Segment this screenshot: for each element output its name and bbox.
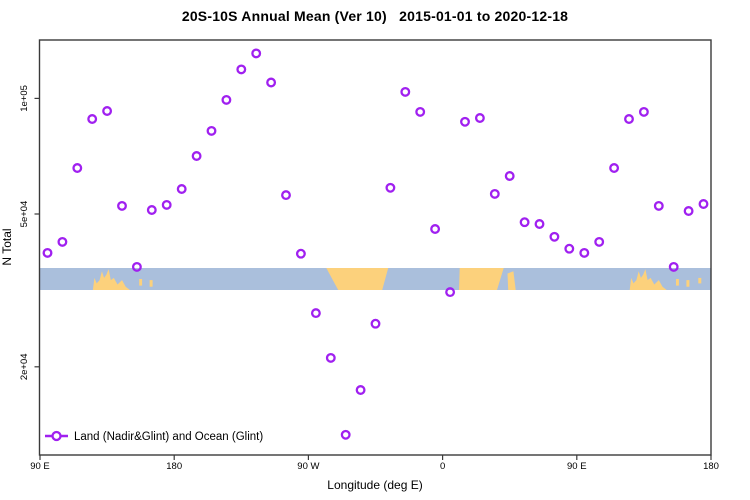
data-point — [266, 77, 277, 88]
data-point — [42, 247, 53, 258]
x-tick-label: 90 E — [30, 461, 50, 472]
data-point — [146, 205, 157, 215]
data-point — [415, 106, 426, 117]
y-axis-title: N Total — [0, 228, 14, 265]
data-point — [57, 236, 68, 247]
data-point — [489, 188, 500, 199]
data-point — [594, 236, 605, 247]
data-point — [519, 217, 530, 228]
data-point — [102, 106, 113, 116]
data-point — [445, 287, 456, 298]
land-patch-australia-indonesia — [629, 269, 667, 290]
data-point — [504, 171, 515, 181]
x-tick-label: 90 W — [297, 461, 319, 472]
land-patch-melanesia-island — [686, 280, 690, 287]
data-point — [698, 199, 709, 209]
x-tick-label: 180 — [166, 461, 182, 472]
y-tick-label: 5e+04 — [19, 201, 30, 228]
data-point — [87, 114, 98, 124]
land-patch-south-america — [326, 268, 389, 290]
data-point — [236, 64, 247, 75]
legend-label: Land (Nadir&Glint) and Ocean (Glint) — [74, 431, 263, 443]
x-axis-title: Longitude (deg E) — [327, 478, 422, 492]
data-point — [340, 429, 351, 440]
land-patch-madagascar — [507, 271, 516, 290]
data-point — [430, 224, 441, 234]
land-patch-melanesia-island — [698, 277, 702, 284]
data-point — [400, 86, 411, 97]
data-point — [609, 163, 620, 173]
data-point — [385, 182, 396, 193]
legend-point-symbol — [51, 430, 62, 442]
land-patch-australia-indonesia — [92, 269, 130, 290]
data-point — [534, 219, 545, 229]
land-patch-melanesia-island — [676, 279, 679, 286]
data-point — [474, 113, 485, 123]
data-point — [72, 163, 83, 173]
data-point — [221, 94, 232, 105]
land-patch-melanesia-island — [149, 280, 153, 287]
y-tick-label: 2e+04 — [19, 353, 30, 380]
data-point — [117, 200, 127, 211]
data-point — [624, 114, 634, 124]
x-tick-label: 180 — [703, 461, 719, 472]
chart-title: 20S-10S Annual Mean (Ver 10) 2015-01-01 … — [181, 8, 569, 24]
data-point — [176, 184, 187, 194]
x-tick-label: 0 — [440, 461, 445, 472]
data-point — [355, 385, 366, 395]
data-point — [564, 243, 575, 254]
data-point — [310, 308, 321, 319]
data-point — [295, 248, 306, 259]
data-point — [683, 206, 694, 216]
data-point — [206, 125, 217, 136]
data-point — [325, 352, 336, 363]
data-point — [579, 247, 590, 258]
data-point — [549, 231, 560, 242]
data-point — [131, 261, 142, 272]
land-patch-africa — [459, 268, 504, 290]
data-point — [281, 190, 291, 201]
y-tick-label: 1e+05 — [19, 85, 30, 112]
data-point — [161, 199, 172, 210]
data-point — [370, 318, 381, 329]
x-tick-label: 90 E — [567, 461, 587, 472]
data-point — [251, 48, 262, 59]
land-patch-melanesia-island — [139, 279, 143, 286]
data-point — [191, 151, 202, 161]
data-point — [668, 261, 679, 272]
data-point — [653, 200, 664, 211]
plot-box — [38, 39, 712, 456]
data-point — [460, 116, 470, 127]
data-point — [638, 106, 649, 117]
